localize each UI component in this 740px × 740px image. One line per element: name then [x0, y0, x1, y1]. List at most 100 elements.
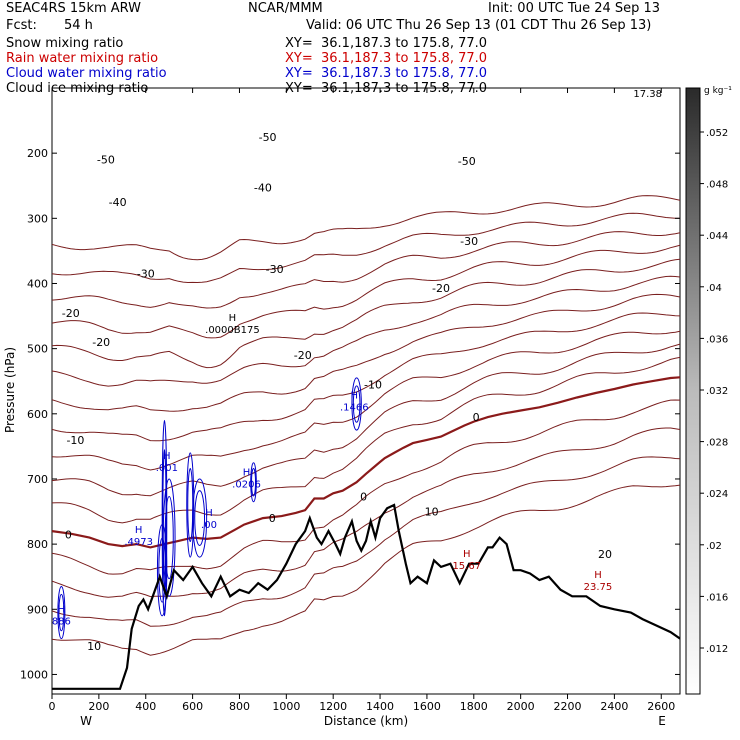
- colorbar-tick-label: .048: [706, 180, 728, 191]
- temperature-contour: [52, 484, 680, 656]
- x-tick-label: 2400: [600, 700, 628, 713]
- temperature-contour: [52, 244, 680, 339]
- maximum-marker: H: [135, 525, 143, 536]
- x-axis: 0 200 400 600 800 1000 1200 1400 1600 1800 2000 220…: [49, 88, 675, 713]
- maximum-value-label: 886: [52, 616, 71, 627]
- temperature-contour: [52, 330, 680, 471]
- temperature-contour-label: -50: [259, 131, 277, 144]
- temperature-contour-label: 20: [598, 548, 612, 561]
- y-tick-label: 800: [27, 538, 48, 551]
- colorbar-tick-label: .036: [706, 334, 728, 345]
- field-xy-rain: XY= 36.1,187.3 to 175.8, 77.0: [285, 51, 488, 66]
- cloud-water-contour: [351, 377, 362, 431]
- x-tick-label: 2600: [647, 700, 675, 713]
- temperature-contour: [52, 258, 680, 369]
- cloud-water-contours: [57, 377, 362, 640]
- temperature-contour: [52, 456, 680, 627]
- colorbar-tick-label: .02: [706, 541, 722, 552]
- maximum-marker: H: [243, 468, 251, 479]
- colorbar-tick-label: .028: [706, 438, 728, 449]
- x-tick-label: 400: [135, 700, 156, 713]
- temperature-contour: [52, 399, 680, 575]
- x-tick-label: 1800: [460, 700, 488, 713]
- maximum-value-label: .1466: [340, 403, 369, 414]
- x-tick-label: 1600: [413, 700, 441, 713]
- y-tick-label: 400: [27, 277, 48, 290]
- y-axis-title: Pressure (hPa): [3, 347, 17, 433]
- maximum-marker: H: [58, 604, 66, 615]
- temperature-contour: [52, 195, 680, 261]
- maximum-value-label: .0000B175: [205, 325, 260, 336]
- x-tick-label: 1000: [272, 700, 300, 713]
- temperature-contour-label: -40: [254, 182, 272, 195]
- y-tick-label: 1000: [20, 668, 48, 681]
- cloud-water-contour: [186, 452, 195, 558]
- temperature-contour-label: -30: [460, 235, 478, 248]
- terrain: [52, 503, 680, 690]
- temperature-contour-label: -30: [266, 263, 284, 276]
- temperature-contour: [52, 312, 680, 442]
- x-tick-label: 2200: [554, 700, 582, 713]
- top-contour-label: 17.38: [633, 89, 662, 100]
- maximum-marker: H: [205, 508, 213, 519]
- temperature-contour: [52, 275, 680, 387]
- cloud-water-contour: [251, 468, 257, 497]
- field-xy-cloud-water: XY= 36.1,187.3 to 175.8, 77.0: [285, 66, 488, 81]
- temperature-contour-label: -20: [62, 307, 80, 320]
- temperature-contour-label: 10: [87, 640, 101, 653]
- temperature-contour-label: 0: [360, 491, 367, 504]
- temperature-contour-label: -50: [97, 154, 115, 167]
- fcst-value: 54 h: [64, 18, 93, 33]
- cloud-water-contour: [162, 478, 176, 597]
- colorbar-tick-label: .04: [706, 283, 722, 294]
- maximum-value-label: 15.67: [452, 561, 481, 572]
- x-tick-label: 200: [88, 700, 109, 713]
- maximum-value-label: .001: [156, 463, 178, 474]
- model-label: SEAC4RS 15km ARW: [6, 1, 142, 16]
- cloud-water-contour: [158, 537, 166, 603]
- maximum-marker: H: [229, 313, 237, 324]
- maximum-marker: H: [351, 391, 359, 402]
- cloud-water-contour: [58, 593, 65, 632]
- colorbar-tick-label: .044: [706, 231, 728, 242]
- maximum-value-label: .00: [201, 520, 217, 531]
- temperature-contours: [52, 195, 680, 656]
- field-name-rain: Rain water mixing ratio: [6, 51, 159, 66]
- cloud-water-contour: [194, 490, 206, 546]
- field-name-cloud-water: Cloud water mixing ratio: [6, 66, 167, 81]
- colorbar-ticks: .012 .016 .02 .024 .028 .032 .036 .04 .044 .048 .0…: [700, 128, 728, 655]
- temperature-contour-label: -30: [137, 268, 155, 281]
- temperature-contour: [52, 343, 680, 497]
- field-name-snow: Snow mixing ratio: [6, 36, 124, 51]
- temperature-contour-label: 10: [425, 506, 439, 519]
- y-tick-label: 700: [27, 473, 48, 486]
- x-tick-label: 800: [229, 700, 250, 713]
- colorbar-tick-label: .012: [706, 644, 728, 655]
- cloud-water-contour: [156, 524, 168, 617]
- y-tick-label: 500: [27, 343, 48, 356]
- x-axis-title: Distance (km): [324, 714, 408, 728]
- temperature-contour-label: -50: [458, 155, 476, 168]
- cloud-water-contour: [57, 585, 66, 640]
- x-axis-left-end: W: [80, 714, 92, 728]
- temperature-contour-label: -40: [109, 196, 127, 209]
- temperature-contour-label: -20: [432, 282, 450, 295]
- temperature-contour: [52, 356, 680, 524]
- terrain-line: [52, 503, 680, 690]
- maximum-value-label: 23.75: [584, 582, 613, 593]
- y-tick-label: 600: [27, 408, 48, 421]
- y-tick-label: 900: [27, 603, 48, 616]
- y-tick-label: 300: [27, 212, 48, 225]
- temperature-contour-label: 0: [269, 512, 276, 525]
- cloud-water-contour: [250, 462, 257, 503]
- x-tick-label: 2000: [507, 700, 535, 713]
- colorbar-tick-label: .032: [706, 386, 728, 397]
- colorbar-tick-label: .052: [706, 128, 728, 139]
- field-xy-snow: XY= 36.1,187.3 to 175.8, 77.0: [285, 36, 488, 51]
- temperature-contour-label: -10: [66, 434, 84, 447]
- cloud-water-contour: [352, 385, 361, 423]
- temperature-contour-label: -20: [92, 336, 110, 349]
- temperature-contour: [52, 293, 680, 412]
